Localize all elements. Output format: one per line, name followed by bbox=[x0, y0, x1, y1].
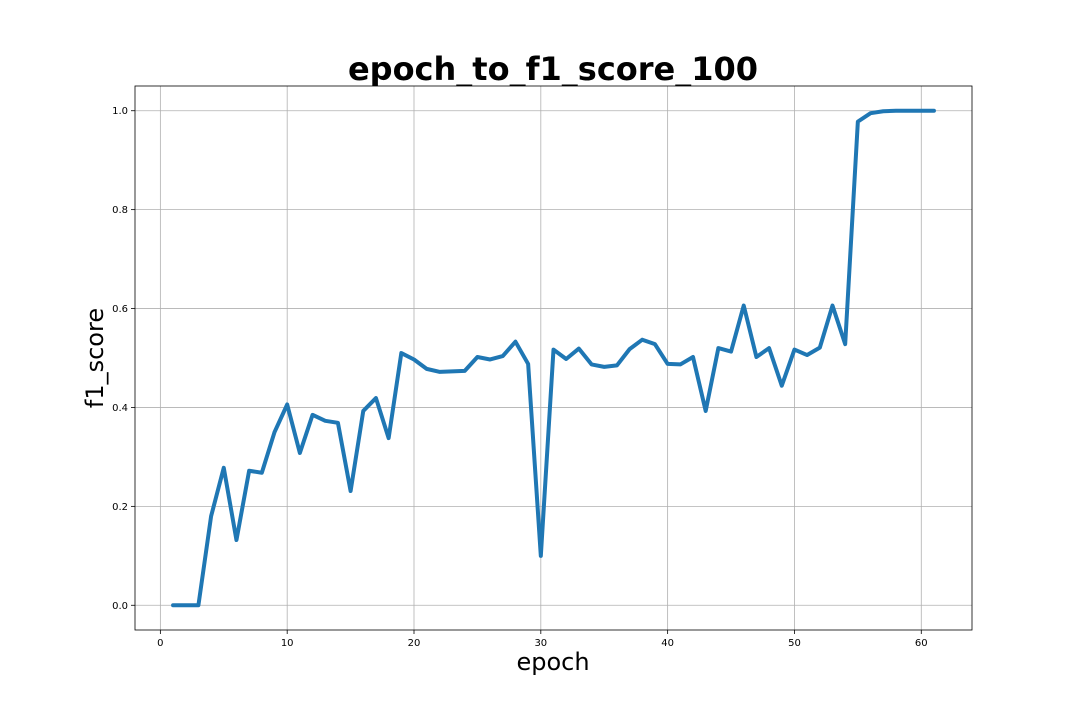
x-tick-label: 40 bbox=[661, 638, 674, 649]
f1-score-series-line bbox=[171, 108, 936, 608]
y-tick-label: 1.0 bbox=[112, 106, 128, 117]
x-tick-label: 30 bbox=[534, 638, 547, 649]
x-tick-label: 50 bbox=[788, 638, 801, 649]
chart-title: epoch_to_f1_score_100 bbox=[348, 50, 758, 88]
y-tick-label: 0.6 bbox=[112, 304, 128, 315]
plot-area: 0 10 20 30 40 50 60 0.0 0.2 0.4 0.6 0.8 1.0 bbox=[112, 85, 973, 649]
x-axis-ticks: 0 10 20 30 40 50 60 bbox=[157, 630, 928, 649]
y-tick-label: 0.8 bbox=[112, 205, 128, 216]
y-tick-label: 0.0 bbox=[112, 601, 128, 612]
x-axis-label: epoch bbox=[516, 648, 589, 676]
x-tick-label: 60 bbox=[915, 638, 928, 649]
y-tick-label: 0.4 bbox=[112, 403, 128, 414]
y-tick-label: 0.2 bbox=[112, 502, 128, 513]
x-tick-label: 20 bbox=[408, 638, 421, 649]
y-grid bbox=[135, 110, 972, 606]
y-axis-label: f1_score bbox=[81, 308, 109, 408]
x-tick-label: 10 bbox=[281, 638, 294, 649]
axes-frame bbox=[134, 85, 973, 631]
y-axis-ticks: 0.0 0.2 0.4 0.6 0.8 1.0 bbox=[112, 106, 135, 612]
x-tick-label: 0 bbox=[157, 638, 163, 649]
